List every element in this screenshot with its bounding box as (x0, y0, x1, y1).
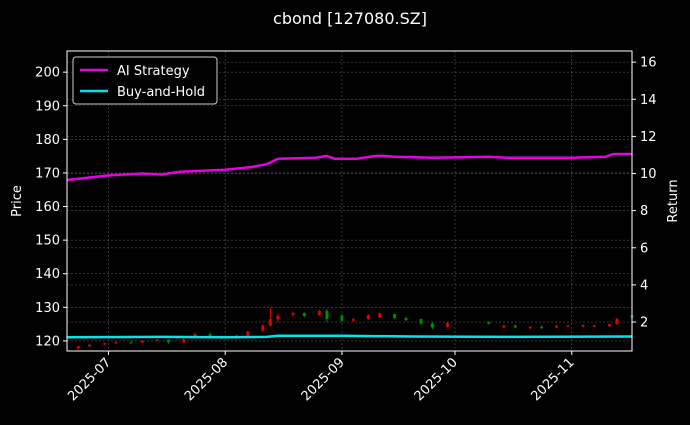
x-tick-label: 2025-09 (299, 355, 348, 404)
candle-body (607, 324, 611, 327)
candle-body (592, 325, 596, 327)
y-tick-label: 140 (35, 267, 60, 282)
candle-body (615, 319, 619, 325)
candle-body (114, 342, 118, 344)
candle-body (208, 334, 212, 337)
y-axis-left: 120 130 140 150 160 170 180 190 200 (35, 66, 67, 349)
candle-body (129, 342, 133, 344)
candle-body (88, 344, 92, 347)
candle-body (351, 319, 355, 321)
candle-body (317, 311, 321, 315)
candle-body (513, 325, 517, 328)
y-axis-right: 2 4 6 8 10 12 14 16 (632, 56, 657, 331)
candle-body (276, 315, 280, 320)
legend-box (72, 56, 218, 105)
y-tick-label-right: 8 (640, 204, 648, 219)
y-tick-label-right: 16 (640, 56, 657, 71)
candle-body (302, 313, 306, 317)
candle-body (555, 325, 559, 328)
y-tick-label: 130 (35, 301, 60, 316)
candle-body (246, 331, 250, 336)
legend-label-ai: AI Strategy (117, 64, 190, 79)
candle-body (291, 313, 295, 315)
y-tick-label-right: 4 (640, 278, 648, 293)
y-tick-label-right: 6 (640, 241, 648, 256)
grid (67, 51, 632, 351)
y-tick-label-right: 12 (640, 130, 657, 145)
x-tick-label: 2025-07 (65, 355, 114, 404)
y-axis-label-right: Return (666, 179, 681, 222)
candle-body (325, 311, 329, 320)
x-tick-label: 2025-10 (412, 355, 461, 404)
y-tick-label: 120 (35, 334, 60, 349)
y-tick-label: 150 (35, 234, 60, 249)
x-axis: 2025-07 2025-08 2025-09 2025-10 2025-11 (65, 351, 578, 404)
candlesticks (76, 307, 634, 350)
ai-strategy-line (66, 152, 632, 182)
candle-body (487, 322, 491, 324)
candle-body (393, 314, 397, 319)
candle-body (566, 325, 570, 327)
candle-body (261, 325, 265, 331)
return-lines (66, 152, 633, 339)
y-tick-label: 190 (35, 99, 60, 114)
candle-body (167, 339, 171, 343)
candle-body (140, 340, 144, 343)
y-tick-label-right: 2 (640, 316, 648, 331)
candle-body (366, 315, 370, 320)
candle-body (581, 325, 585, 327)
candle-body (528, 326, 532, 329)
y-tick-label-right: 14 (640, 93, 657, 108)
x-tick-label: 2025-08 (182, 355, 231, 404)
candle-body (502, 325, 506, 328)
y-tick-label: 160 (35, 200, 60, 215)
y-tick-label: 180 (35, 133, 60, 148)
chart-title: cbond [127080.SZ] (273, 9, 427, 28)
y-tick-label: 170 (35, 166, 60, 181)
legend-label-bh: Buy-and-Hold (117, 85, 205, 100)
candle-body (430, 323, 434, 328)
candle-body (340, 315, 344, 321)
candle-body (378, 313, 382, 318)
candle-body (182, 339, 186, 343)
candle-body (419, 319, 423, 324)
y-axis-label: Price (10, 185, 25, 217)
candle-body (103, 343, 107, 345)
candle-body (76, 346, 80, 349)
plot-frame (66, 50, 633, 352)
candle-body (404, 318, 408, 321)
x-tick-label: 2025-11 (529, 355, 578, 404)
y-tick-label-right: 10 (640, 167, 657, 182)
legend: AI Strategy Buy-and-Hold (72, 56, 218, 105)
candle-body (155, 339, 159, 341)
y-tick-label: 200 (35, 66, 60, 81)
candle-body (540, 326, 544, 329)
candle-body (445, 322, 449, 327)
buy-and-hold-line (66, 334, 633, 339)
candle-body (268, 319, 272, 326)
